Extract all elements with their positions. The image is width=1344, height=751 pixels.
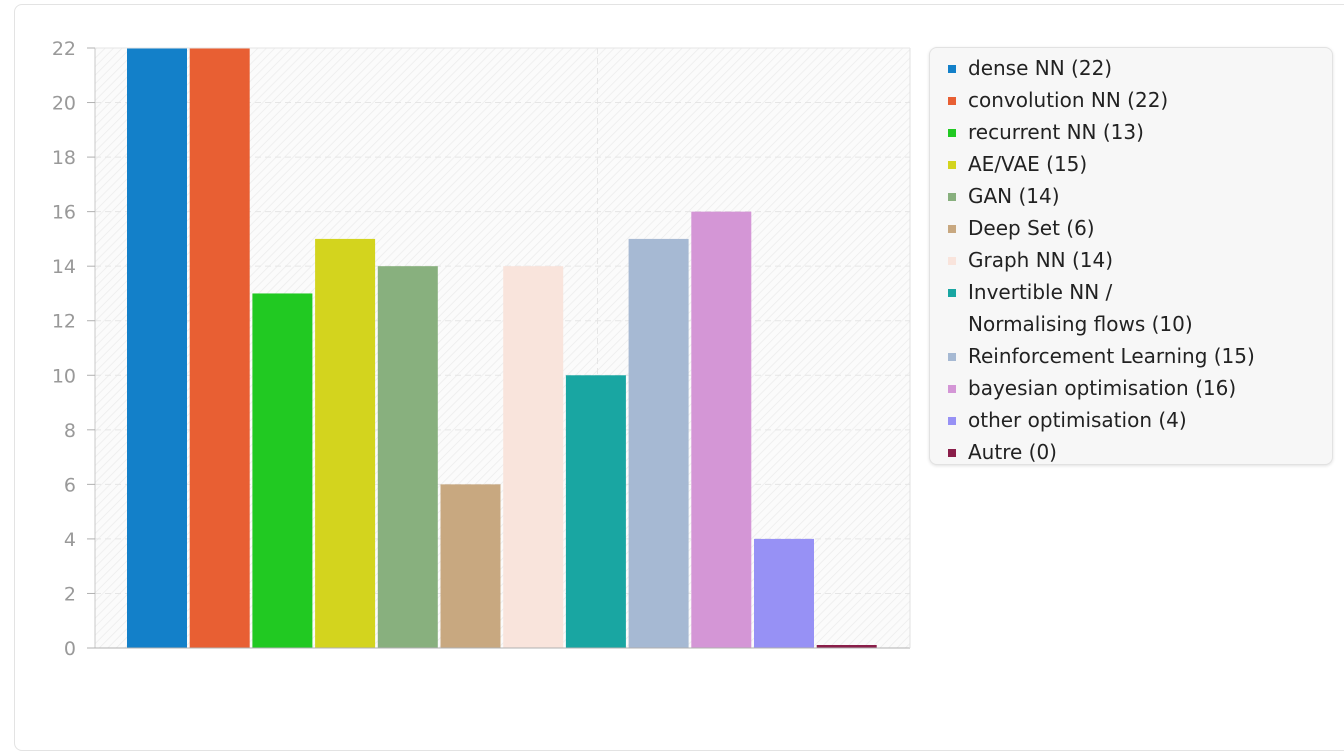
y-tick-label: 16	[52, 202, 76, 224]
legend-label: AE/VAE (15)	[968, 152, 1088, 176]
bar-chart: 0 2 4 6 8 10 12 14 16 18 20 22	[52, 38, 911, 660]
legend-label: Graph NN (14)	[968, 248, 1114, 272]
legend-label: recurrent NN (13)	[968, 120, 1144, 144]
y-tick-label: 8	[64, 420, 76, 442]
bar	[754, 538, 814, 648]
legend-label: Autre (0)	[968, 440, 1057, 464]
legend-item[interactable]: Reinforcement Learning (15)	[944, 340, 1332, 372]
legend-item[interactable]: other optimisation (4)	[944, 404, 1332, 436]
legend-label-line2: Normalising flows (10)	[968, 312, 1193, 336]
legend-label: Deep Set (6)	[968, 216, 1095, 240]
y-tick-label: 20	[52, 93, 76, 115]
legend-swatch	[948, 289, 956, 297]
y-tick-label: 6	[64, 474, 76, 496]
bar	[503, 266, 564, 648]
y-tick-label: 0	[64, 638, 76, 660]
legend-swatch	[948, 353, 956, 361]
legend-item[interactable]: Deep Set (6)	[944, 212, 1332, 244]
legend-label: Invertible NN /	[968, 280, 1113, 304]
bar	[189, 48, 250, 648]
bar	[691, 211, 752, 649]
legend-label: bayesian optimisation (16)	[968, 376, 1237, 400]
bar	[377, 266, 438, 648]
legend-swatch	[948, 193, 956, 201]
y-tick-label: 4	[64, 529, 76, 551]
legend-label: Reinforcement Learning (15)	[968, 344, 1255, 368]
legend-swatch	[948, 385, 956, 393]
bar	[565, 375, 626, 648]
bar	[440, 484, 501, 648]
legend-item[interactable]: AE/VAE (15)	[944, 148, 1332, 180]
legend-swatch	[948, 129, 956, 137]
y-tick-label: 10	[52, 365, 76, 387]
legend-swatch	[948, 97, 956, 105]
legend-swatch	[948, 449, 956, 457]
y-tick-label: 18	[52, 147, 76, 169]
legend-swatch	[948, 65, 956, 73]
legend-item[interactable]: bayesian optimisation (16)	[944, 372, 1332, 404]
bar	[127, 48, 187, 648]
legend: dense NN (22) convolution NN (22) recurr…	[929, 47, 1333, 465]
bar	[252, 293, 313, 648]
bar	[628, 238, 689, 648]
legend-item[interactable]: Autre (0)	[944, 436, 1332, 468]
legend-item[interactable]: recurrent NN (13)	[944, 116, 1332, 148]
legend-item[interactable]: convolution NN (22)	[944, 84, 1332, 116]
legend-swatch	[948, 161, 956, 169]
legend-label: other optimisation (4)	[968, 408, 1187, 432]
legend-label: convolution NN (22)	[968, 88, 1169, 112]
legend-swatch	[948, 257, 956, 265]
bar	[315, 238, 376, 648]
legend-swatch	[948, 417, 956, 425]
bar	[816, 645, 877, 648]
legend-label: GAN (14)	[968, 184, 1060, 208]
y-tick-label: 2	[64, 583, 76, 605]
legend-item[interactable]: GAN (14)	[944, 180, 1332, 212]
y-tick-label: 22	[52, 38, 76, 60]
y-tick-label: 14	[52, 256, 76, 278]
legend-item[interactable]: Invertible NN / Normalising flows (10)	[944, 276, 1332, 340]
legend-item[interactable]: dense NN (22)	[944, 52, 1332, 84]
y-tick-label: 12	[52, 311, 76, 333]
legend-swatch	[948, 225, 956, 233]
legend-label: dense NN (22)	[968, 56, 1113, 80]
legend-item[interactable]: Graph NN (14)	[944, 244, 1332, 276]
